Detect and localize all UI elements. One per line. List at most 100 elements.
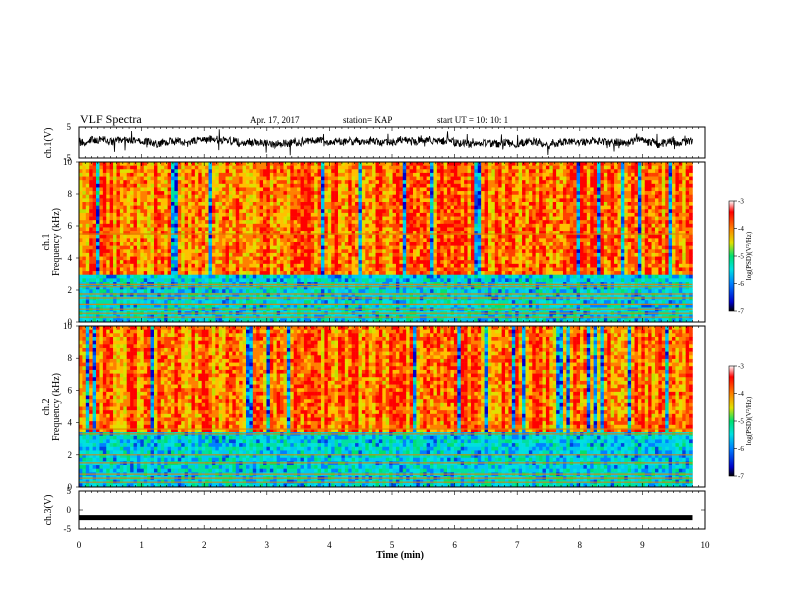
spectrogram-cell <box>161 177 165 181</box>
spectrogram-cell <box>287 224 291 228</box>
spectrogram-cell <box>188 289 192 293</box>
spectrogram-cell <box>273 162 277 166</box>
spectrogram-cell <box>263 191 267 195</box>
spectrogram-cell <box>294 162 298 166</box>
spectrogram-cell <box>198 227 202 231</box>
spectrogram-cell <box>266 275 270 279</box>
spectrogram-cell <box>181 217 185 221</box>
spectrogram-cell <box>113 198 117 202</box>
spectrogram-cell <box>249 209 253 213</box>
spectrogram-cell <box>89 220 93 224</box>
spectrogram-cell <box>294 224 298 228</box>
spectrogram-cell <box>287 227 291 231</box>
spectrogram-cell <box>311 217 315 221</box>
spectrogram-cell <box>99 206 103 210</box>
spectrogram-cell <box>263 271 267 275</box>
spectrogram-cell <box>301 177 305 181</box>
spectrogram-cell <box>198 246 202 250</box>
spectrogram-cell <box>256 275 260 279</box>
spectrogram-cell <box>307 202 311 206</box>
spectrogram-cell <box>140 213 144 217</box>
spectrogram-cell <box>270 180 274 184</box>
spectrogram-cell <box>256 206 260 210</box>
spectrogram-cell <box>215 227 219 231</box>
spectrogram-cell <box>144 220 148 224</box>
spectrogram-cell <box>116 191 120 195</box>
spectrogram-cell <box>212 289 216 293</box>
spectrogram-cell <box>154 253 158 257</box>
spectrogram-cell <box>246 209 250 213</box>
spectrogram-cell <box>82 180 86 184</box>
spectrogram-cell <box>93 173 97 177</box>
spectrogram-cell <box>307 249 311 253</box>
spectrogram-cell <box>280 187 284 191</box>
spectrogram-cell <box>123 187 127 191</box>
spectrogram-cell <box>171 202 175 206</box>
spectrogram-cell <box>202 260 206 264</box>
spectrogram-cell <box>127 227 131 231</box>
spectrogram-cell <box>89 169 93 173</box>
spectrogram-cell <box>113 224 117 228</box>
spectrogram-cell <box>147 180 151 184</box>
spectrogram-cell <box>134 235 138 239</box>
spectrogram-cell <box>79 253 83 257</box>
spectrogram-cell <box>249 184 253 188</box>
spectrogram-cell <box>212 202 216 206</box>
spectrogram-cell <box>171 177 175 181</box>
spectrogram-cell <box>307 224 311 228</box>
spectrogram-cell <box>304 224 308 228</box>
spectrogram-cell <box>103 206 107 210</box>
spectrogram-cell <box>147 246 151 250</box>
spectrogram-cell <box>140 300 144 304</box>
spectrogram-cell <box>311 213 315 217</box>
spectrogram-cell <box>103 202 107 206</box>
spectrogram-cell <box>239 202 243 206</box>
ch1-waveform-panel: 5 -5 ch.1(V) <box>43 122 705 163</box>
spectrogram-cell <box>99 217 103 221</box>
spectrogram-cell <box>185 264 189 268</box>
spectrogram-cell <box>215 300 219 304</box>
spectrogram-cell <box>311 166 315 170</box>
spectrogram-cell <box>151 235 155 239</box>
spectrogram-cell <box>168 213 172 217</box>
spectrogram-cell <box>137 227 141 231</box>
spectrogram-cell <box>294 184 298 188</box>
spectrogram-cell <box>283 238 287 242</box>
spectrogram-cell <box>79 195 83 199</box>
spectrogram-cell <box>96 238 100 242</box>
spectrogram-cell <box>294 209 298 213</box>
spectrogram-cell <box>188 271 192 275</box>
spectrogram-cell <box>253 224 257 228</box>
spectrogram-cell <box>297 187 301 191</box>
spectrogram-cell <box>297 166 301 170</box>
spectrogram-cell <box>212 166 216 170</box>
spectrogram-cell <box>266 227 270 231</box>
spectrogram-cell <box>79 177 83 181</box>
spectrogram-cell <box>168 300 172 304</box>
spectrogram-cell <box>198 187 202 191</box>
spectrogram-cell <box>205 300 209 304</box>
spectrogram-cell <box>209 180 213 184</box>
spectrogram-cell <box>154 242 158 246</box>
spectrogram-cell <box>239 184 243 188</box>
spectrogram-cell <box>263 300 267 304</box>
spectrogram-cell <box>280 235 284 239</box>
spectrogram-cell <box>103 238 107 242</box>
spectrogram-cell <box>86 249 90 253</box>
spectrogram-cell <box>178 275 182 279</box>
spectrogram-cell <box>157 289 161 293</box>
spectrogram-cell <box>280 242 284 246</box>
spectrogram-cell <box>260 242 264 246</box>
spectrogram-cell <box>140 195 144 199</box>
spectrogram-cell <box>307 289 311 293</box>
spectrogram-cell <box>202 206 206 210</box>
spectrogram-cell <box>232 177 236 181</box>
spectrogram-cell <box>249 217 253 221</box>
spectrogram-cell <box>79 224 83 228</box>
spectrogram-cell <box>161 235 165 239</box>
spectrogram-cell <box>144 224 148 228</box>
spectrogram-cell <box>161 213 165 217</box>
spectrogram-cell <box>236 249 240 253</box>
spectrogram-cell <box>212 191 216 195</box>
spectrogram-cell <box>79 300 83 304</box>
